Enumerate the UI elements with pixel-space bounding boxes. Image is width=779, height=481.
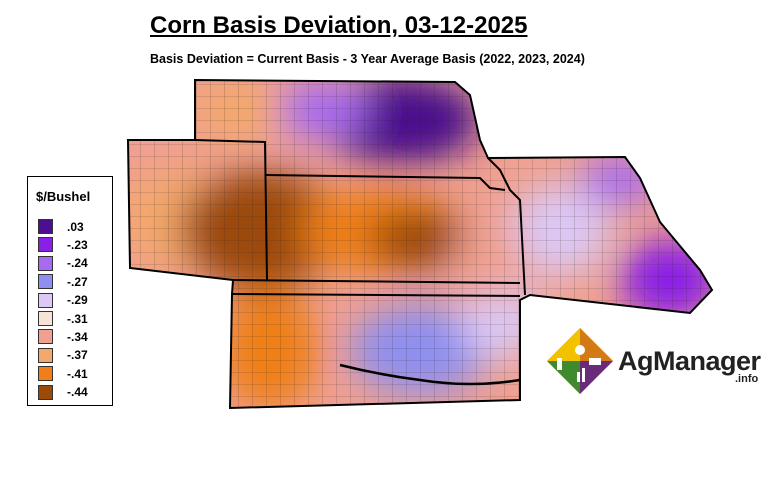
- legend-item: -.37: [38, 347, 88, 363]
- legend-label: .03: [67, 219, 84, 234]
- legend-item: -.29: [38, 292, 88, 308]
- legend-label: -.27: [67, 274, 88, 289]
- legend-label: -.24: [67, 256, 88, 271]
- legend-swatch: [38, 255, 53, 271]
- legend-item: -.31: [38, 311, 88, 326]
- legend-swatch: [38, 329, 53, 345]
- legend-label: -.37: [67, 348, 88, 363]
- legend-item: -.23: [38, 237, 88, 253]
- legend-item: -.44: [38, 384, 88, 400]
- legend-label: -.44: [67, 385, 88, 400]
- legend-label: -.31: [67, 311, 88, 326]
- legend-item: -.24: [38, 255, 88, 271]
- legend-swatch: [38, 311, 53, 326]
- legend-swatch: [38, 384, 53, 400]
- legend-swatch: [38, 347, 53, 363]
- legend-swatch: [38, 292, 53, 308]
- legend-item: .03: [38, 219, 84, 234]
- map-subtitle: Basis Deviation = Current Basis - 3 Year…: [150, 52, 585, 66]
- legend-label: -.41: [67, 366, 88, 381]
- legend-swatch: [38, 237, 53, 253]
- agmanager-logo: [547, 328, 613, 394]
- legend-item: -.41: [38, 366, 88, 382]
- legend-label: -.34: [67, 329, 88, 344]
- legend-swatch: [38, 274, 53, 290]
- legend-item: -.34: [38, 329, 88, 345]
- brand-name: AgManager: [618, 346, 761, 376]
- legend-label: -.23: [67, 237, 88, 252]
- brand-suffix: .info: [735, 373, 759, 385]
- legend-swatch: [38, 219, 53, 234]
- state-borders: [126, 78, 714, 410]
- legend-label: -.29: [67, 293, 88, 308]
- legend: $/Bushel .03 -.23 -.24 -.27 -.29 -.31 -.34 -.37…: [27, 176, 113, 406]
- legend-swatch: [38, 366, 53, 382]
- legend-title: $/Bushel: [36, 189, 91, 204]
- map-title: Corn Basis Deviation, 03-12-2025: [150, 12, 528, 39]
- legend-item: -.27: [38, 274, 88, 290]
